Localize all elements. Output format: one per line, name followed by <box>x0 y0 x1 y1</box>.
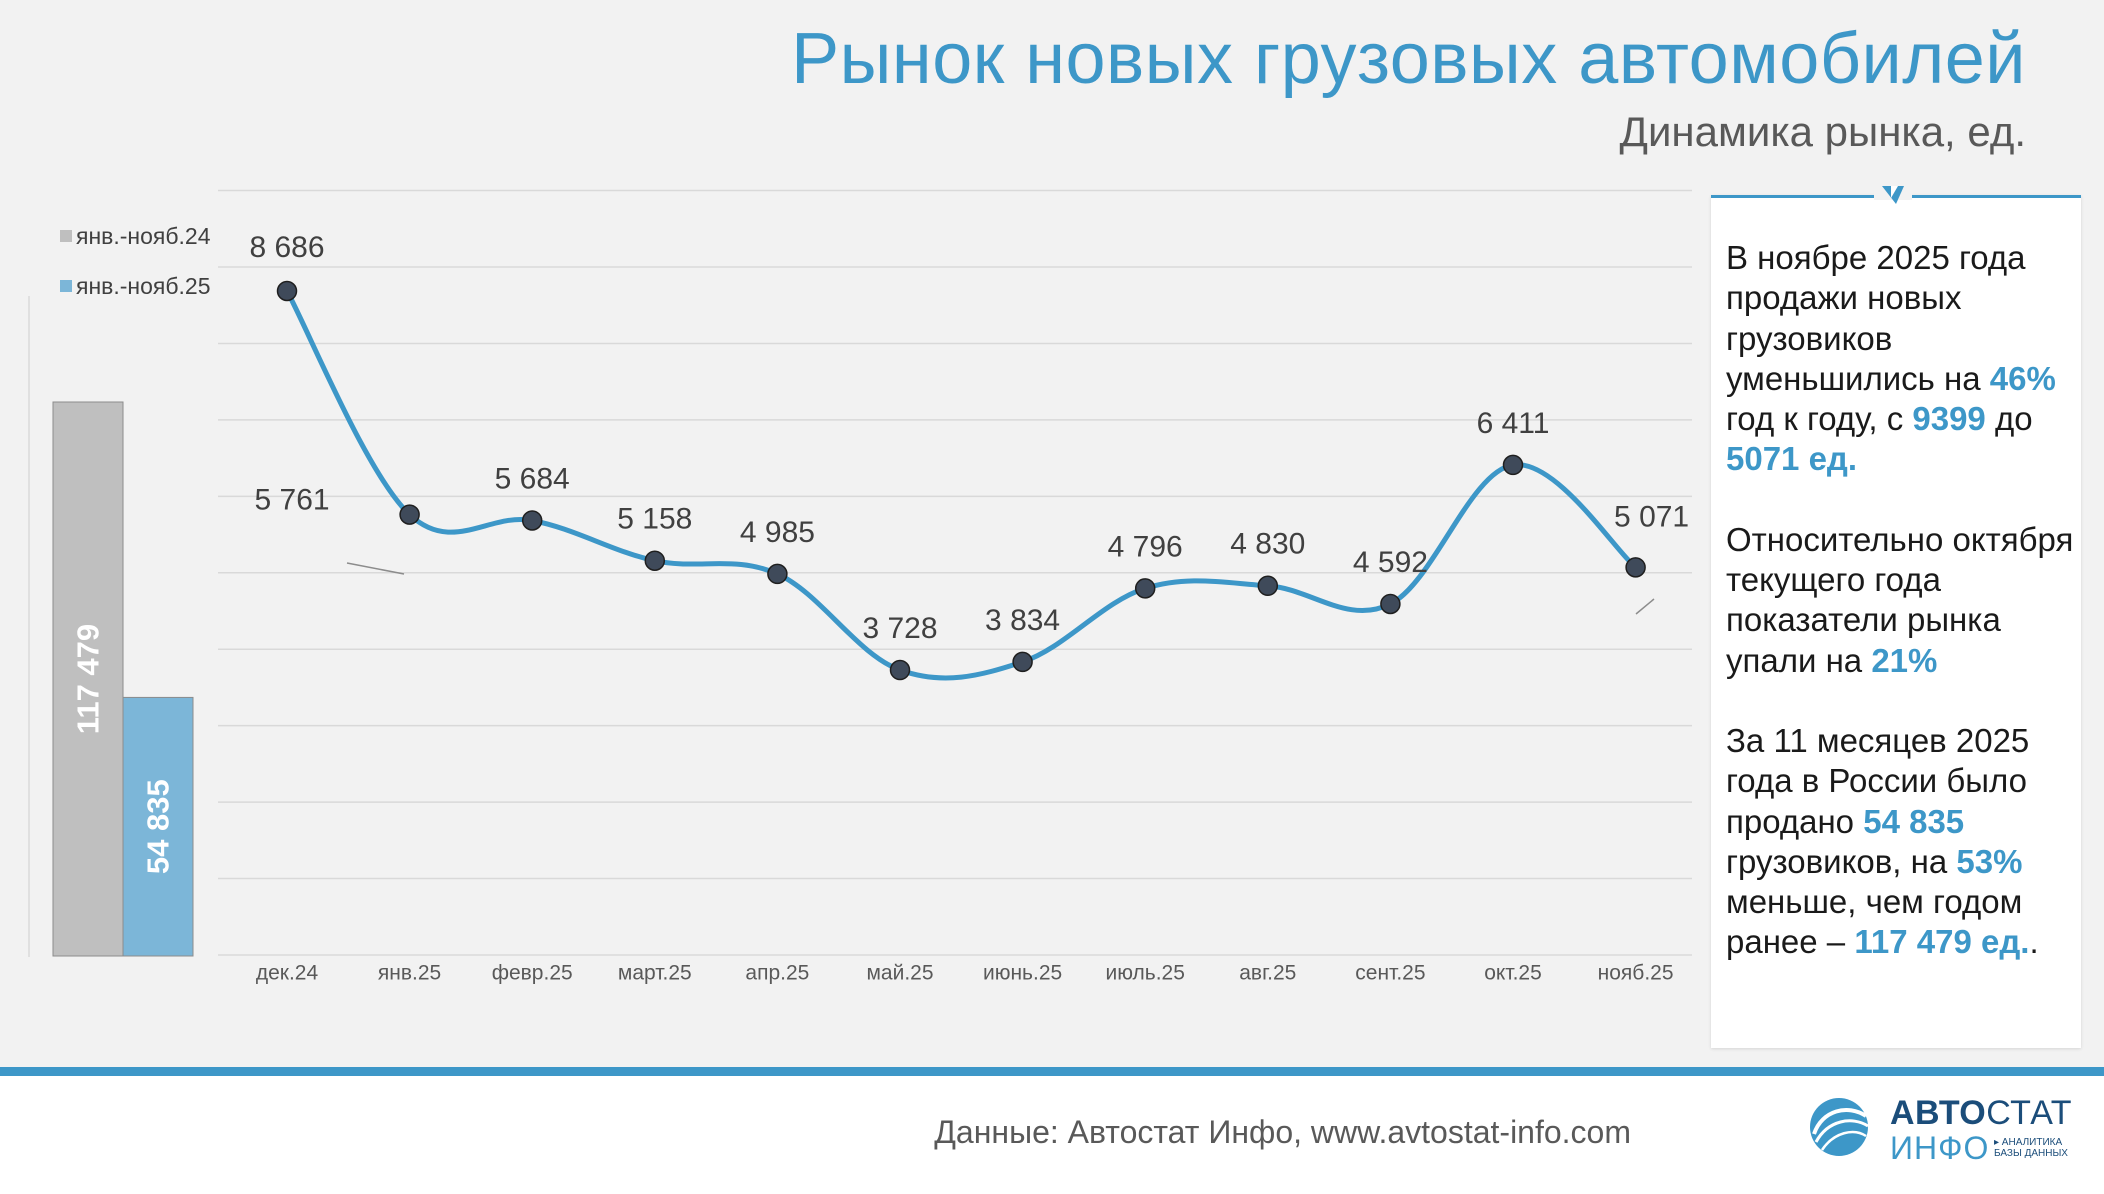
x-tick-label: сент.25 <box>1355 962 1425 985</box>
x-tick-label: март.25 <box>618 962 692 985</box>
line-data-label: 5 684 <box>495 462 570 495</box>
autostat-logo: АВТОСТАТ ИНФО ▸ АНАЛИТИКА БАЗЫ ДАННЫХ <box>1808 1092 2078 1172</box>
logo-word-1: АВТОСТАТ <box>1890 1094 2073 1132</box>
legend-item-2025: янв.-нояб.25 <box>60 272 211 300</box>
data-point <box>1134 578 1156 599</box>
data-point <box>1502 454 1524 476</box>
label-leader-line <box>346 562 405 575</box>
info-paragraph-3: За 11 месяцев 2025 года в России было пр… <box>1726 721 2039 961</box>
x-tick-label: нояб.25 <box>1598 962 1674 985</box>
source-note: Данные: Автостат Инфо, www.avtostat-info… <box>934 1114 1631 1150</box>
x-tick-label: дек.24 <box>256 962 319 985</box>
page-subtitle: Динамика рынка, ед. <box>1619 108 2026 155</box>
info-box: В ноябре 2025 года продажи новых грузови… <box>1711 184 2081 1048</box>
pin-icon <box>1874 184 1912 204</box>
data-point <box>889 659 911 681</box>
x-tick-label: февр.25 <box>492 962 573 985</box>
page-title: Рынок новых грузовых автомобилей <box>791 19 2026 99</box>
x-tick-label: июль.25 <box>1105 962 1184 985</box>
line-data-label: 5 158 <box>617 503 692 536</box>
x-tick-label: янв.25 <box>378 962 441 985</box>
label-leader-line <box>1635 598 1655 615</box>
line-data-label: 3 728 <box>862 612 937 645</box>
bar-data-label: 54 835 <box>141 779 176 874</box>
line-data-label: 4 592 <box>1353 546 1428 579</box>
line-data-label: 8 686 <box>249 231 324 264</box>
line-data-label: 6 411 <box>1477 407 1550 440</box>
legend-item-2024: янв.-нояб.24 <box>60 222 211 250</box>
line-data-label: 5 071 <box>1614 500 1689 533</box>
bar <box>52 401 124 957</box>
data-point <box>644 550 666 571</box>
footer-divider <box>0 1067 2104 1076</box>
data-point <box>521 510 543 531</box>
x-tick-label: апр.25 <box>745 962 809 985</box>
line-data-label: 4 985 <box>740 516 815 549</box>
info-paragraph-2: Относительно октября текущего года показ… <box>1726 520 2074 679</box>
line-data-label: 4 796 <box>1108 530 1183 563</box>
bar-legend: янв.-нояб.24 янв.-нояб.25 <box>60 222 211 322</box>
line-data-label: 4 830 <box>1230 528 1305 561</box>
legend-label-2024: янв.-нояб.24 <box>76 222 211 249</box>
x-tick-label: июнь.25 <box>983 962 1062 985</box>
x-tick-label: авг.25 <box>1239 962 1296 985</box>
data-point <box>1257 575 1279 597</box>
info-paragraph-1: В ноябре 2025 года продажи новых грузови… <box>1726 239 2056 478</box>
charts-canvas: 117 479 54 835 8 686 5 761 5 684 5 158 4 985 3 … <box>28 189 1692 985</box>
data-point <box>1625 557 1646 578</box>
data-point <box>1012 651 1033 673</box>
logo-word-2: ИНФО <box>1890 1130 1990 1166</box>
data-point <box>1380 593 1401 615</box>
x-tick-label: окт.25 <box>1484 962 1542 985</box>
line-data-label: 5 761 <box>255 484 330 517</box>
logo-tagline: ▸ АНАЛИТИКА БАЗЫ ДАННЫХ <box>1994 1137 2068 1159</box>
data-point <box>767 563 788 585</box>
data-point <box>276 280 298 302</box>
logo-globe-icon <box>1810 1098 1869 1156</box>
legend-swatch-2024 <box>60 230 72 242</box>
sales-line <box>284 289 1638 681</box>
x-tick-label: май.25 <box>866 962 933 985</box>
legend-label-2025: янв.-нояб.25 <box>76 272 211 299</box>
footer <box>0 1076 2104 1194</box>
line-data-label: 3 834 <box>985 604 1060 637</box>
data-point <box>399 504 420 525</box>
bar <box>122 696 194 957</box>
legend-swatch-2025 <box>60 280 72 292</box>
bar-data-label: 117 479 <box>71 624 106 734</box>
